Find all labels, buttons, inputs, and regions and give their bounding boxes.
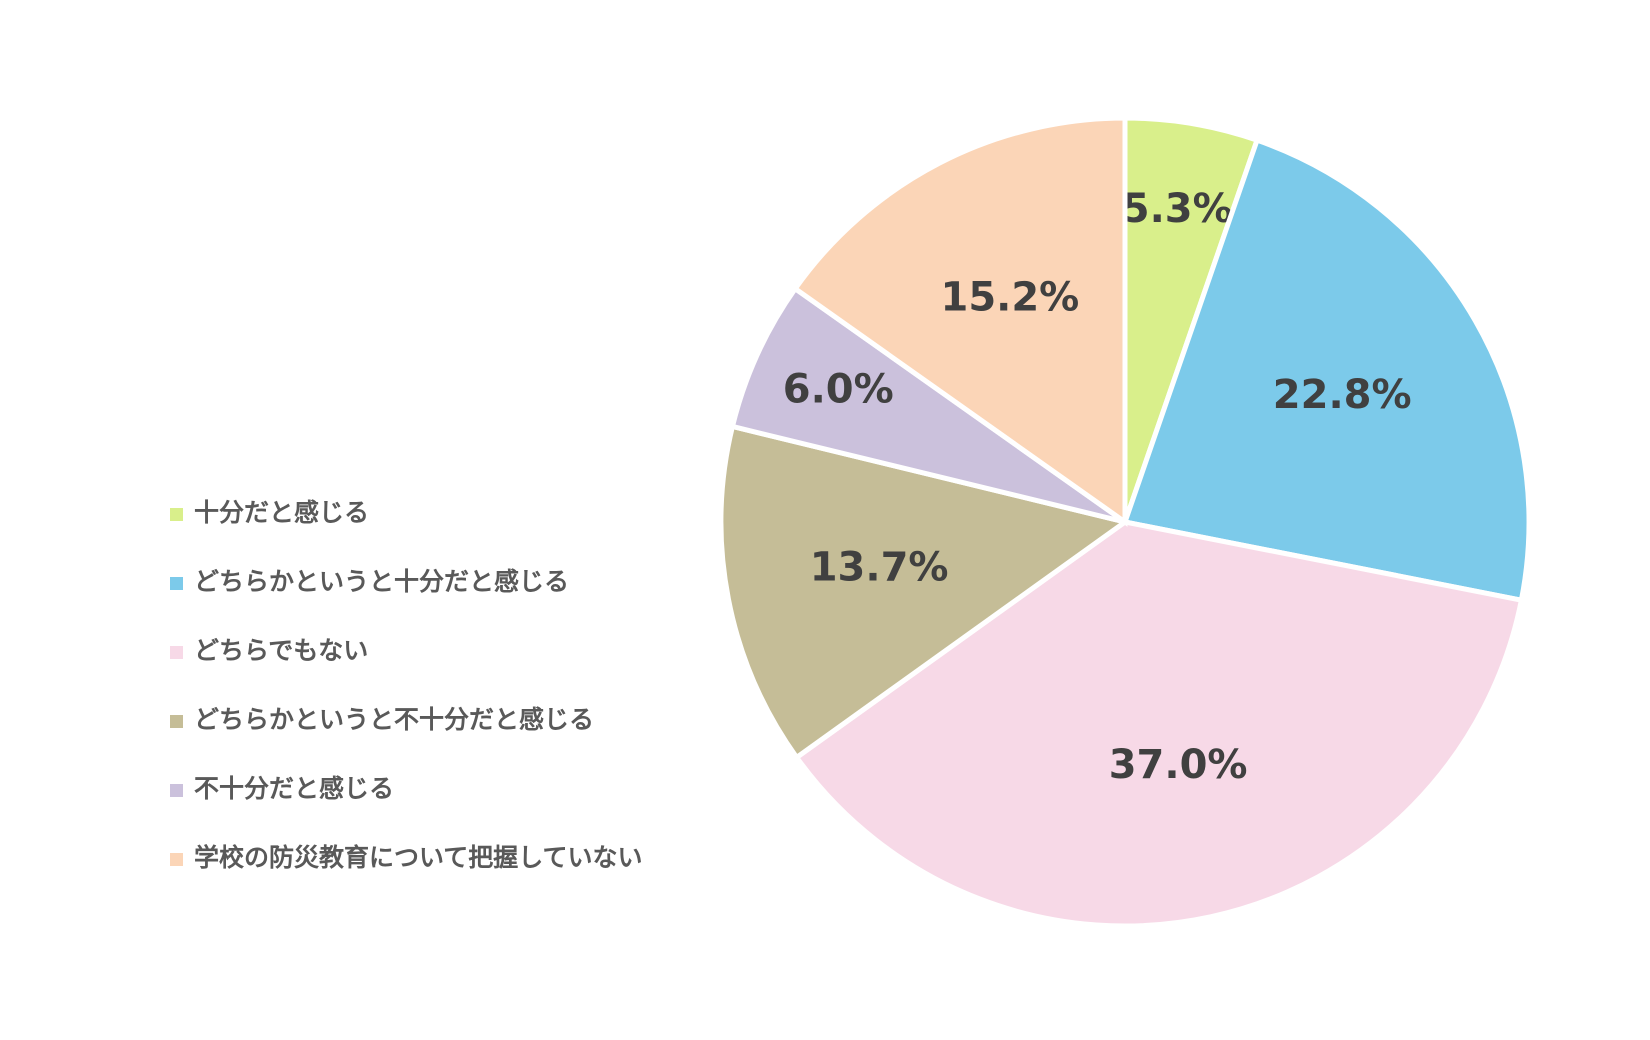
legend-swatch xyxy=(170,853,183,866)
legend-swatch xyxy=(170,577,183,590)
pie-slice xyxy=(793,519,1525,929)
legend-swatch xyxy=(170,715,183,728)
legend-text: どちらでもない xyxy=(194,636,368,665)
value-label: 13.7% xyxy=(810,545,949,591)
legend-text: どちらかというと不十分だと感じる xyxy=(194,705,594,734)
value-label: 15.2% xyxy=(940,275,1079,321)
pie-slice xyxy=(1121,137,1532,604)
legend-swatch xyxy=(170,784,183,797)
value-label: 6.0% xyxy=(783,366,894,412)
legend-text: 不十分だと感じる xyxy=(194,774,394,803)
value-label: 22.8% xyxy=(1273,372,1412,418)
legend-text: どちらかというと十分だと感じる xyxy=(194,567,569,596)
legend-swatch xyxy=(170,508,183,521)
value-label: 37.0% xyxy=(1109,742,1248,788)
value-label: 5.3% xyxy=(1122,186,1233,232)
legend-swatch xyxy=(170,646,183,659)
legend-text: 学校の防災教育について把握していない xyxy=(194,843,643,872)
legend-text: 十分だと感じる xyxy=(194,498,369,527)
pie-slice xyxy=(729,285,1127,525)
pie-slice xyxy=(791,115,1128,527)
pie-slice xyxy=(718,423,1131,761)
